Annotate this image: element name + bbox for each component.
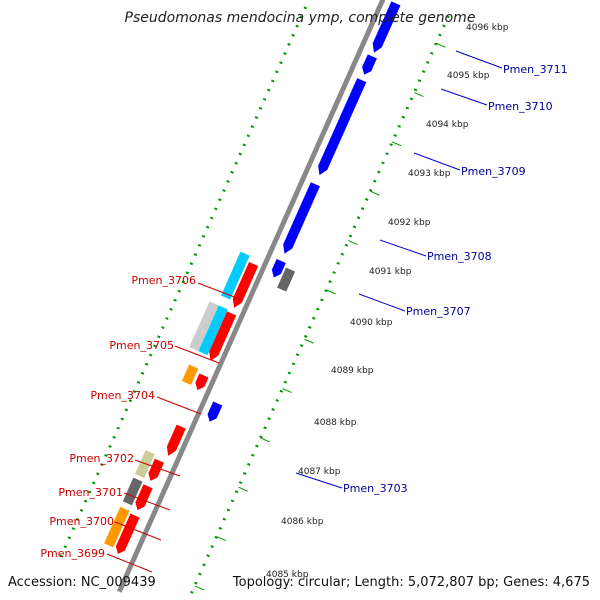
tick-label: 4088 kbp: [314, 418, 357, 428]
genome-title: Pseudomonas mendocina ymp, complete geno…: [125, 10, 476, 26]
gene-pmen-3705[interactable]: [206, 311, 237, 363]
topology-text: Topology: circular; Length: 5,072,807 bp…: [232, 575, 590, 590]
accession-text: Accession: NC_009439: [8, 575, 156, 590]
gene-pmen-3708[interactable]: [280, 182, 320, 255]
gene-label-pmen-3699[interactable]: Pmen_3699: [40, 547, 105, 560]
gene-pmen-3711[interactable]: [369, 1, 401, 54]
tick-mark: [436, 42, 446, 48]
gene-pmen-3707[interactable]: [269, 258, 286, 280]
gene-pmen-3710[interactable]: [360, 54, 377, 76]
gene-label-pmen-3703[interactable]: Pmen_3703: [343, 482, 408, 495]
genome-backbone: [116, 0, 390, 593]
right-guide-line: [178, 15, 450, 600]
gene-pmen-3700[interactable]: [133, 484, 153, 512]
tick-label: 4091 kbp: [369, 267, 412, 277]
gene-label-pmen-3704[interactable]: Pmen_3704: [90, 389, 155, 402]
gene-pmen-3703[interactable]: [205, 401, 223, 423]
gene-label-pmen-3710[interactable]: Pmen_3710: [488, 100, 553, 113]
gene-pmen-3699[interactable]: [113, 513, 140, 556]
right-gene-labels: Pmen_3711 Pmen_3710 Pmen_3709 Pmen_3708 …: [343, 63, 568, 495]
gene-pmen-3704-misc[interactable]: [181, 364, 199, 386]
tick-marks: [194, 42, 446, 591]
tick-label: 4093 kbp: [408, 169, 451, 179]
tick-label: 4096 kbp: [466, 23, 509, 33]
gene-label-pmen-3707[interactable]: Pmen_3707: [406, 305, 471, 318]
left-guide-line: [56, 0, 328, 565]
tick-label: 4089 kbp: [331, 366, 374, 376]
gene-misc-dark-upper[interactable]: [277, 267, 296, 292]
tick-label: 4092 kbp: [388, 218, 431, 228]
rna-pmen-3706[interactable]: [221, 251, 250, 300]
gene-label-pmen-3708[interactable]: Pmen_3708: [427, 250, 492, 263]
gene-label-pmen-3702[interactable]: Pmen_3702: [69, 452, 134, 465]
tick-label: 4086 kbp: [281, 517, 324, 527]
tick-mark: [348, 240, 358, 246]
gene-pmen-3704[interactable]: [193, 373, 209, 392]
gene-label-pmen-3711[interactable]: Pmen_3711: [503, 63, 568, 76]
gene-pmen-3700-misc[interactable]: [122, 477, 143, 506]
right-leader-lines: [295, 50, 503, 489]
gene-label-pmen-3706[interactable]: Pmen_3706: [131, 274, 196, 287]
tick-mark: [238, 486, 248, 492]
gene-label-pmen-3709[interactable]: Pmen_3709: [461, 165, 526, 178]
tick-mark: [216, 536, 226, 542]
map-track-group: [56, 0, 450, 600]
tick-mark: [392, 141, 402, 147]
tick-label: 4085 kbp: [266, 570, 309, 580]
tick-mark: [414, 92, 424, 98]
rna-pmen-3705[interactable]: [198, 305, 228, 356]
gene-pmen-3706[interactable]: [230, 261, 259, 310]
tick-mark: [370, 190, 380, 196]
tick-labels: 4085 kbp 4086 kbp 4087 kbp 4088 kbp 4089…: [266, 23, 509, 580]
tick-mark: [194, 585, 204, 591]
gene-label-pmen-3700[interactable]: Pmen_3700: [49, 515, 114, 528]
gene-label-pmen-3701[interactable]: Pmen_3701: [58, 486, 123, 499]
tick-label: 4095 kbp: [447, 71, 490, 81]
gene-pmen-3701-misc[interactable]: [134, 450, 155, 478]
gene-pmen-3699-misc[interactable]: [104, 506, 130, 548]
gene-pmen-3701[interactable]: [146, 458, 165, 483]
tick-label: 4087 kbp: [298, 467, 341, 477]
left-gene-labels: Pmen_3706 Pmen_3705 Pmen_3704 Pmen_3702 …: [40, 274, 196, 560]
gene-label-pmen-3705[interactable]: Pmen_3705: [109, 339, 174, 352]
left-leader-lines: [106, 282, 243, 573]
tick-label: 4094 kbp: [426, 120, 469, 130]
tick-mark: [326, 289, 336, 295]
tick-mark: [304, 338, 314, 344]
tick-mark: [282, 388, 292, 394]
gene-pmen-3709[interactable]: [315, 78, 367, 177]
tick-mark: [260, 437, 270, 443]
pseudo-pmen-3705[interactable]: [189, 301, 219, 352]
tick-label: 4090 kbp: [350, 318, 393, 328]
gene-pmen-3702[interactable]: [164, 424, 186, 458]
